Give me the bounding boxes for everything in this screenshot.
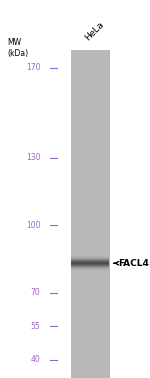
Text: 70: 70 xyxy=(31,288,40,297)
Text: FACL4: FACL4 xyxy=(118,259,149,268)
Text: 170: 170 xyxy=(26,63,40,72)
Text: HeLa: HeLa xyxy=(84,20,106,43)
Text: MW
(kDa): MW (kDa) xyxy=(8,38,29,58)
Text: 100: 100 xyxy=(26,220,40,229)
Text: 130: 130 xyxy=(26,153,40,162)
Text: 55: 55 xyxy=(31,322,40,331)
Text: 40: 40 xyxy=(31,355,40,364)
